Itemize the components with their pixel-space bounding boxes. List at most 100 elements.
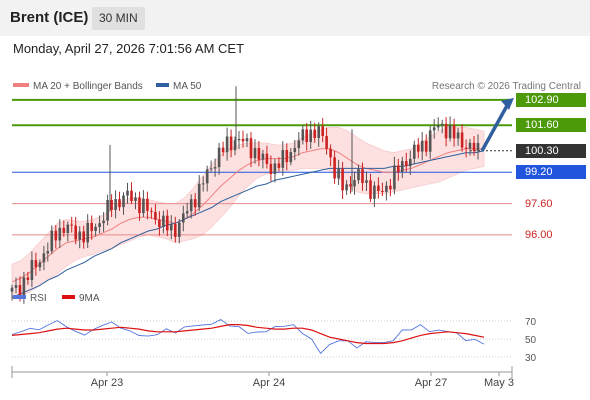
x-tick-label: Apr 27 — [415, 377, 447, 389]
legend-rsi: RSI — [13, 293, 47, 304]
candle-body — [341, 168, 344, 191]
candle-body — [150, 210, 153, 212]
candle-body — [337, 168, 340, 179]
level-lines-layer — [12, 98, 512, 236]
legend-9ma-label: 9MA — [79, 293, 100, 304]
candles-layer — [10, 86, 480, 304]
candle-body — [401, 161, 404, 172]
candle-body — [86, 222, 89, 243]
legend-ma20: MA 20 + Bollinger Bands — [13, 81, 143, 92]
level-label-support: 96.00 — [525, 228, 553, 241]
candle-body — [436, 125, 440, 128]
projection-arrow-shaft — [480, 103, 510, 152]
candle-body — [417, 144, 420, 152]
candle-body — [166, 215, 169, 231]
rsi-tick-label: 30 — [525, 353, 537, 364]
candle-body — [189, 199, 193, 212]
candle-body — [217, 147, 221, 168]
candle-body — [476, 143, 480, 151]
candle-body — [98, 223, 101, 227]
candle-body — [369, 180, 372, 199]
candle-body — [293, 148, 297, 152]
candle-body — [170, 224, 173, 231]
candle-body — [62, 227, 66, 233]
candle-body — [158, 219, 161, 227]
candle-body — [365, 180, 368, 183]
candle-body — [241, 139, 245, 142]
candle-body — [420, 140, 424, 152]
level-label-support: 97.60 — [525, 197, 553, 210]
candle-body — [54, 230, 58, 241]
candle-body — [22, 277, 26, 296]
candle-body — [42, 253, 46, 263]
candle-body — [432, 127, 436, 131]
candle-body — [456, 132, 460, 139]
candle-body — [297, 140, 301, 149]
candle-body — [38, 262, 42, 268]
legend-ma50: MA 50 — [156, 81, 201, 92]
candle-body — [134, 197, 137, 201]
credit-text: Research © 2026 Trading Central — [431, 81, 581, 92]
candle-body — [201, 183, 205, 185]
candle-body — [182, 213, 185, 223]
legend-rsi-label: RSI — [30, 293, 47, 304]
candle-body — [142, 198, 145, 214]
candle-body — [233, 140, 237, 151]
rsi-tick-label: 70 — [525, 317, 537, 328]
candle-body — [102, 220, 105, 224]
candle-body — [174, 224, 177, 237]
candle-body — [70, 224, 73, 226]
candle-body — [361, 169, 364, 183]
candle-body — [373, 185, 376, 199]
candle-body — [34, 260, 38, 268]
candle-body — [58, 227, 62, 241]
candle-body — [309, 129, 312, 142]
legend-9ma: 9MA — [62, 293, 100, 304]
candle-body — [30, 260, 34, 280]
candle-body — [18, 285, 22, 296]
candle-body — [154, 211, 157, 220]
candle-body — [78, 231, 81, 240]
candle-body — [393, 165, 396, 190]
candle-body — [424, 140, 428, 152]
candle-body — [126, 190, 129, 196]
candle-body — [197, 183, 201, 208]
candle-body — [305, 129, 308, 142]
candle-body — [385, 185, 388, 192]
candle-body — [50, 230, 54, 252]
candle-body — [381, 191, 384, 192]
candle-body — [321, 126, 324, 136]
candle-body — [440, 123, 444, 126]
candle-body — [329, 148, 332, 158]
candle-body — [106, 200, 109, 221]
candle-body — [301, 129, 305, 141]
candle-body — [468, 142, 472, 149]
candle-body — [353, 180, 356, 187]
candle-body — [26, 277, 30, 280]
candle-body — [245, 138, 249, 142]
candle-body — [237, 139, 241, 141]
legend-ma20-label: MA 20 + Bollinger Bands — [33, 81, 143, 92]
candle-body — [94, 226, 97, 231]
candle-body — [205, 169, 209, 184]
candle-body — [90, 222, 93, 231]
candle-body — [313, 129, 316, 138]
candle-body — [257, 148, 261, 160]
candle-body — [265, 153, 269, 164]
candle-body — [325, 136, 328, 149]
candle-body — [460, 132, 464, 148]
candle-body — [472, 142, 476, 151]
candle-body — [397, 165, 400, 172]
level-label-resistance: 102.90 — [516, 92, 586, 107]
projection-arrow-layer — [480, 97, 514, 152]
candle-body — [405, 161, 408, 167]
candle-body — [209, 168, 213, 170]
candle-body — [317, 126, 320, 138]
x-tick-label: Apr 23 — [91, 377, 123, 389]
candle-body — [444, 123, 448, 139]
candle-body — [345, 184, 348, 191]
interval-badge[interactable]: 30 MIN — [92, 7, 145, 30]
candle-body — [464, 147, 468, 149]
candle-body — [138, 197, 141, 214]
instrument-title: Brent (ICE) — [10, 9, 89, 26]
